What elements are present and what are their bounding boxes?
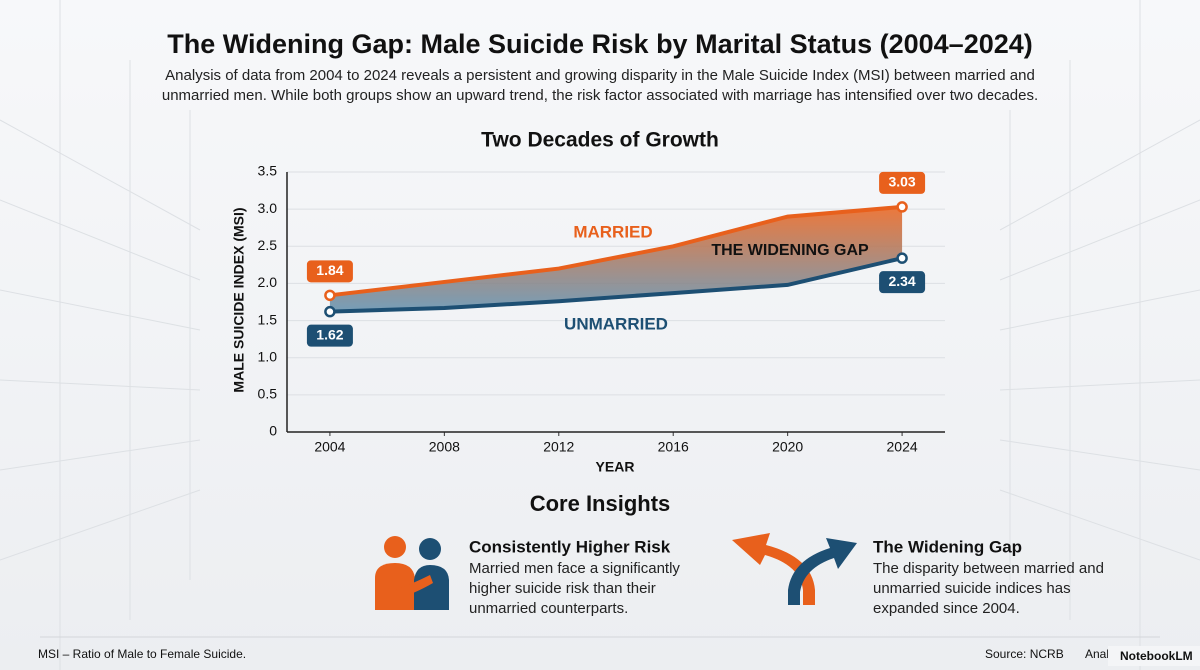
- diverging-arrows-icon: [732, 533, 857, 605]
- y-tick-label: 1.5: [258, 311, 278, 327]
- brand: NotebookLM: [1120, 649, 1193, 663]
- footer-source: Source: NCRB: [985, 647, 1064, 661]
- series-line: [329, 256, 903, 314]
- insights-title: Core Insights: [530, 491, 671, 516]
- y-tick-label: 0: [269, 423, 277, 439]
- point-marker: [896, 252, 908, 264]
- series-line: [329, 204, 903, 298]
- value-label-box: [306, 260, 353, 283]
- y-tick-label: 1.0: [258, 348, 278, 364]
- x-tick-label: 2004: [314, 439, 345, 455]
- y-tick-label: 0.5: [258, 386, 278, 402]
- y-tick-label: 2.5: [258, 237, 278, 253]
- insight-text: Married men face a significantly higher …: [469, 560, 680, 617]
- point-marker: [896, 201, 908, 213]
- footer-note: MSI – Ratio of Male to Female Suicide.: [38, 647, 246, 661]
- chart-title: Two Decades of Growth: [481, 129, 719, 152]
- y-tick-label: 3.0: [258, 200, 278, 216]
- annotation: THE WIDENING GAP: [711, 242, 869, 259]
- point-marker: [324, 305, 336, 318]
- x-tick-label: 2008: [429, 439, 460, 455]
- series-label: MARRIED: [573, 222, 652, 241]
- x-axis-label: YEAR: [596, 459, 635, 475]
- insight-text: The disparity between married and unmarr…: [873, 560, 1104, 617]
- value-label: 1.84: [316, 262, 343, 278]
- page-title: The Widening Gap: Male Suicide Risk by M…: [167, 29, 1033, 59]
- x-tick-label: 2020: [772, 439, 803, 455]
- y-tick-label: 3.5: [258, 163, 278, 179]
- x-tick-label: 2024: [887, 439, 918, 455]
- brand-badge: [1108, 646, 1200, 666]
- subtitle: Analysis of data from 2004 to 2024 revea…: [161, 67, 1039, 104]
- value-label: 2.34: [888, 273, 915, 289]
- insight-title: Consistently Higher Risk: [469, 537, 671, 556]
- value-label-box: [306, 324, 353, 347]
- value-label: 3.03: [888, 174, 915, 190]
- point-marker: [324, 289, 336, 302]
- value-label: 1.62: [316, 326, 343, 342]
- insight-title: The Widening Gap: [873, 537, 1022, 556]
- y-axis-label: MALE SUICIDE INDEX (MSI): [231, 207, 247, 392]
- x-tick-label: 2012: [543, 439, 574, 455]
- series-label: UNMARRIED: [564, 314, 668, 333]
- x-tick-label: 2016: [658, 439, 689, 455]
- value-label-box: [879, 171, 926, 194]
- people-icon: [375, 536, 449, 610]
- value-label-box: [879, 271, 926, 294]
- y-tick-label: 2.0: [258, 274, 278, 290]
